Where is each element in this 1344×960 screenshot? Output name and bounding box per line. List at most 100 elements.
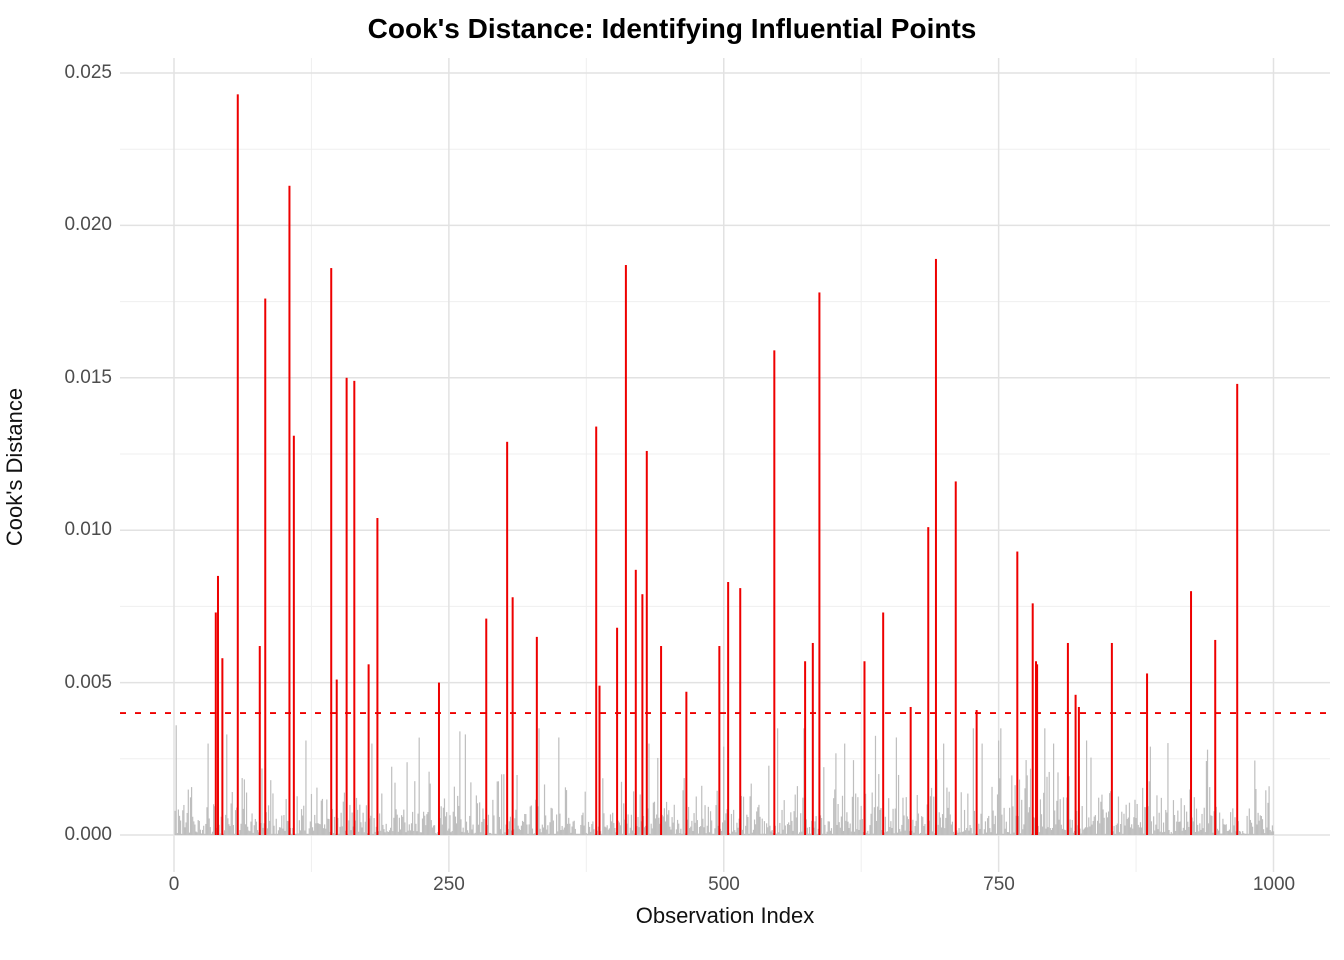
gray-bar [487,814,490,835]
gray-bar [547,825,549,835]
gray-bar [1092,820,1094,835]
gray-bar [647,808,649,835]
red-bar [345,377,348,835]
gray-bar [363,832,365,835]
gray-bar [399,829,402,835]
gray-bar [540,832,542,835]
gray-bar [255,821,258,835]
gray-bar [792,830,794,835]
gray-bar [933,796,935,835]
gray-bar [490,832,492,835]
gray-bar [949,814,951,835]
gray-bar [1082,829,1084,835]
gray-bar [350,830,352,835]
gray-bar [192,816,194,835]
gray-bar [410,823,413,835]
gray-bar [678,823,680,835]
gray-bar [981,743,983,835]
gray-bar [848,828,850,835]
gray-bar [1127,817,1129,835]
gray-bar [795,817,797,835]
gray-bar [418,737,420,835]
gray-bar [403,809,405,835]
gray-bar [233,833,236,835]
gray-bar [1257,812,1259,835]
gray-bar [575,833,578,835]
gray-bar [874,735,877,835]
gray-bar [465,821,468,835]
gray-bar [833,798,835,835]
gray-bar [1045,828,1047,835]
gray-bar [195,831,197,835]
gray-bar [479,802,481,835]
gray-bar [845,820,847,835]
gray-bar [469,815,471,835]
gray-bar [924,824,926,835]
gray-bar [1210,815,1212,835]
red-bar [660,646,663,835]
gray-bar [455,823,458,835]
red-bar [909,706,912,835]
gray-bar [377,831,380,835]
gray-bar [952,831,955,835]
gray-bar [552,820,554,835]
gray-bar [712,833,714,835]
gray-bar [501,774,503,835]
gray-bar [929,796,932,835]
gray-bar [291,833,293,835]
gray-bar [176,832,178,835]
gray-bar [1005,821,1007,835]
gray-bar [305,740,307,835]
gray-bar [904,830,906,835]
gray-bar [807,833,810,835]
gray-bar [1011,775,1013,835]
gray-bar [441,824,443,835]
gray-bar [275,818,277,835]
gray-bar [1057,772,1059,835]
gray-bar [945,817,947,835]
gray-bar [886,831,889,835]
gray-bar [1115,825,1117,835]
gray-bar [281,815,283,835]
gray-bar [759,816,761,835]
gray-bar [549,822,551,835]
red-bar [804,661,807,835]
gray-bar [786,824,789,835]
gray-bar [397,831,399,835]
gray-bar [274,833,276,835]
gray-bar [671,817,673,835]
gray-bar [451,830,453,835]
gray-bar [777,728,779,835]
gray-bar [1120,824,1122,835]
gray-bar [534,833,536,835]
gray-bar [1209,787,1211,835]
gray-bar [1191,817,1193,835]
red-bar [1236,383,1239,835]
gray-bar [691,820,693,835]
gray-bar [497,781,499,835]
gray-bar [615,832,617,835]
gray-bar [444,816,447,835]
gray-bar [341,826,343,835]
gray-bar [1136,803,1138,835]
gray-bar [1043,792,1045,835]
gray-bar [440,806,442,835]
gray-bar [629,827,631,835]
gray-bar [1033,817,1035,835]
gray-bar [266,828,269,835]
gray-bar [470,782,472,835]
gray-bar [923,826,925,835]
gray-bar [1109,793,1111,835]
gray-bar [1169,833,1171,835]
gray-bar [594,833,596,835]
gray-bar [1079,828,1081,835]
gray-bar [1101,794,1103,835]
gray-bar [1238,830,1241,835]
gray-bar [862,832,864,835]
gray-bar [1227,830,1230,835]
gray-bar [1260,815,1263,835]
gray-bar [429,783,431,835]
gray-bar [1231,832,1233,835]
gray-bar [569,823,571,835]
gray-bar [302,815,304,835]
